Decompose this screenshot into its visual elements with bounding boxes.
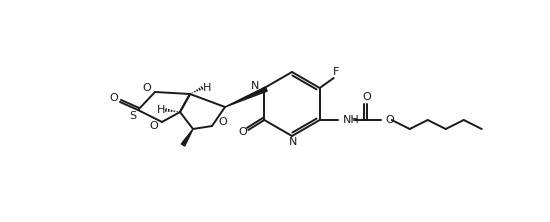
- Text: O: O: [362, 92, 371, 102]
- Text: N: N: [289, 137, 297, 147]
- Text: F: F: [333, 67, 339, 77]
- Text: S: S: [129, 111, 136, 121]
- Text: N: N: [251, 81, 259, 91]
- Text: O: O: [386, 115, 394, 125]
- Text: O: O: [150, 121, 158, 131]
- Text: O: O: [238, 127, 246, 137]
- Text: H: H: [203, 83, 211, 93]
- Polygon shape: [225, 87, 267, 107]
- Text: O: O: [109, 93, 118, 103]
- Text: O: O: [142, 83, 151, 93]
- Polygon shape: [182, 129, 193, 146]
- Text: NH: NH: [343, 115, 360, 125]
- Text: O: O: [218, 117, 227, 127]
- Text: H: H: [157, 105, 165, 115]
